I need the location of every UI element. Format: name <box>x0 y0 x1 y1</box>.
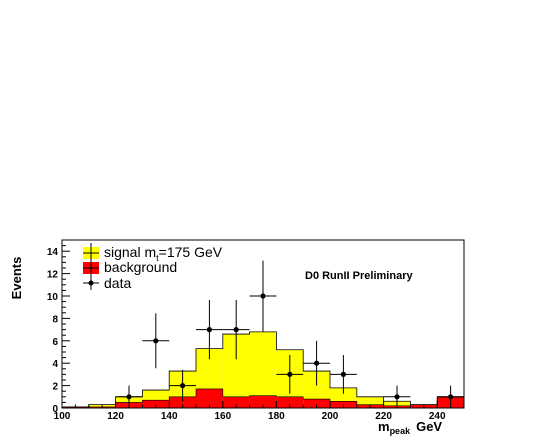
legend-signal-label: signal mt=175 GeV <box>104 244 223 263</box>
signal-bar <box>249 331 277 396</box>
data-point <box>206 327 212 333</box>
legend-data-marker-dot <box>88 280 94 286</box>
x-tick-label: 200 <box>322 411 339 422</box>
background-bar <box>196 388 223 408</box>
background-bar <box>303 399 330 408</box>
background-bar <box>169 396 196 408</box>
data-point <box>314 360 320 366</box>
legend-data-label: data <box>104 275 131 291</box>
signal-bar <box>142 390 170 401</box>
x-tick-label: 140 <box>161 411 178 422</box>
background-bar <box>276 396 304 408</box>
data-point <box>180 383 186 389</box>
data-point <box>340 371 346 377</box>
data-point <box>394 394 400 400</box>
data-point <box>448 394 454 400</box>
x-tick-label: 120 <box>107 411 124 422</box>
data-point <box>260 293 266 299</box>
y-axis-label: Events <box>9 257 24 300</box>
x-tick-label: 160 <box>214 411 231 422</box>
data-point <box>153 338 159 344</box>
legend: signal mt=175 GeV background data <box>83 243 223 291</box>
y-tick-label: 10 <box>47 292 59 303</box>
background-bar <box>142 400 170 408</box>
y-tick-label: 0 <box>52 404 58 415</box>
y-tick-label: 2 <box>52 382 58 393</box>
axes: 100 120 140 160 180 200 220 240 0 2 4 6 8 10 12 14 <box>47 239 465 422</box>
legend-background-label: background <box>104 259 177 275</box>
y-tick-label: 12 <box>47 270 59 281</box>
x-axis-label: mpeak GeV <box>378 419 442 436</box>
data-points <box>115 260 464 408</box>
y-tick-label: 6 <box>52 337 58 348</box>
data-point <box>287 371 293 377</box>
background-bar <box>249 395 277 408</box>
y-tick-label: 14 <box>47 247 59 258</box>
y-tick-label: 8 <box>52 314 58 325</box>
annotation-label: D0 RunII Preliminary <box>305 270 413 282</box>
x-tick-label: 240 <box>429 411 446 422</box>
y-tick-label: 4 <box>52 359 58 370</box>
signal-bar <box>356 396 384 405</box>
x-tick-label: 220 <box>375 411 392 422</box>
x-tick-label: 180 <box>268 411 285 422</box>
signal-bar <box>330 387 357 402</box>
background-bar <box>222 396 250 408</box>
data-point <box>233 327 239 333</box>
x-tick-label: 100 <box>54 411 71 422</box>
data-point <box>126 394 132 400</box>
